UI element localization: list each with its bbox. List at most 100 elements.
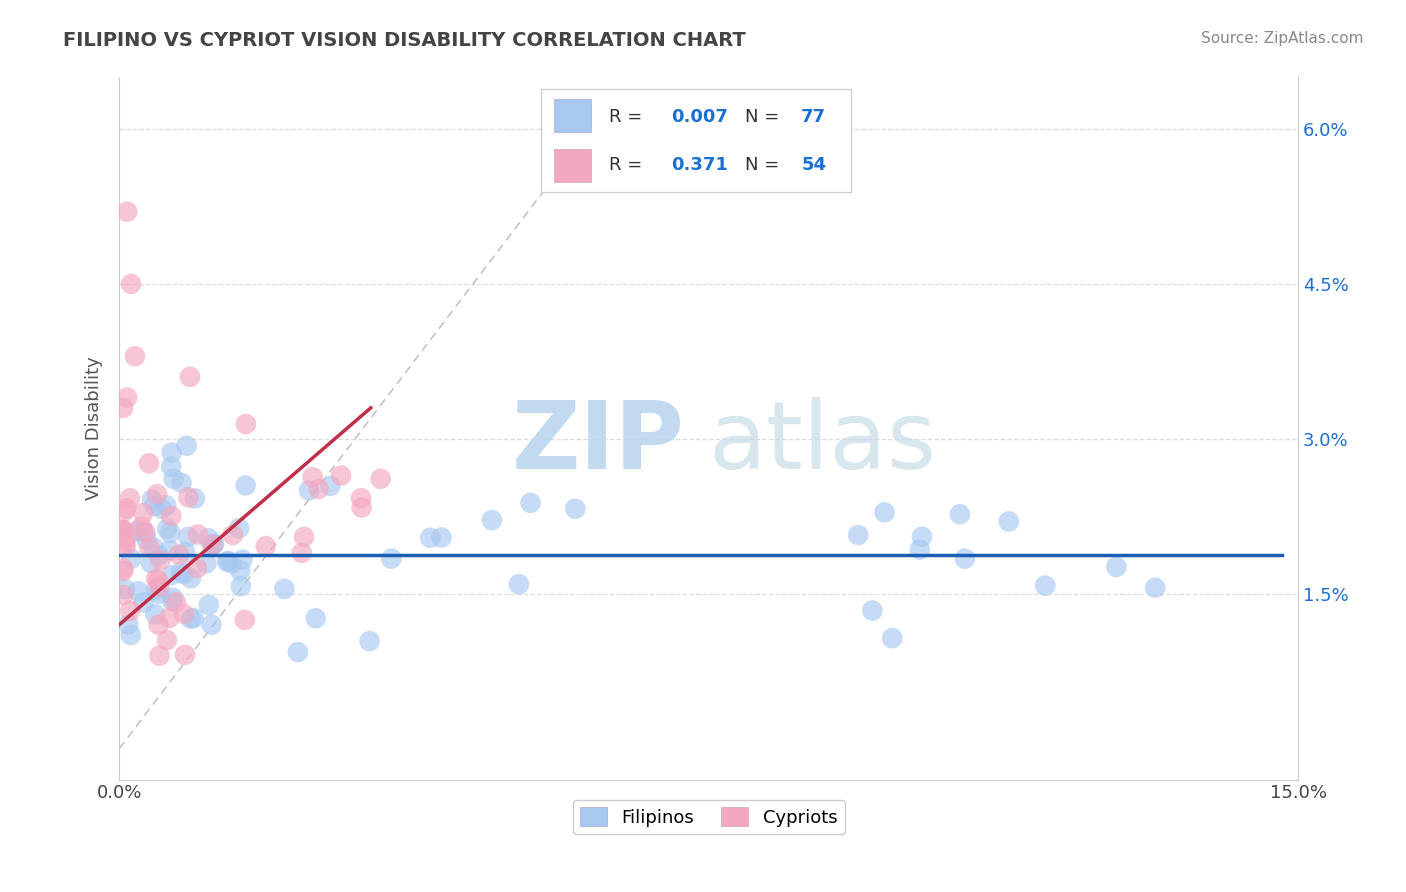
- Point: [222, 528, 245, 542]
- Point: [187, 527, 209, 541]
- Point: [350, 500, 373, 515]
- Point: [135, 533, 157, 547]
- Point: [177, 491, 200, 505]
- Point: [184, 491, 207, 506]
- Point: [200, 617, 222, 632]
- Point: [127, 584, 149, 599]
- Point: [143, 607, 166, 622]
- Point: [873, 505, 896, 519]
- Point: [911, 530, 934, 544]
- Point: [846, 528, 869, 542]
- Point: [134, 525, 156, 540]
- Point: [148, 617, 170, 632]
- Point: [1144, 581, 1167, 595]
- Point: [112, 401, 135, 415]
- Point: [159, 525, 181, 540]
- Point: [291, 546, 314, 560]
- Point: [114, 540, 136, 554]
- Point: [114, 536, 136, 550]
- Point: [1033, 579, 1056, 593]
- Point: [170, 475, 193, 490]
- Point: [145, 572, 167, 586]
- Text: N =: N =: [745, 156, 786, 174]
- Point: [127, 524, 149, 538]
- Point: [229, 579, 252, 593]
- Text: atlas: atlas: [709, 397, 936, 489]
- Point: [298, 483, 321, 498]
- Point: [120, 604, 142, 618]
- Text: R =: R =: [609, 108, 648, 126]
- Point: [235, 417, 257, 431]
- Point: [953, 551, 976, 566]
- Point: [159, 543, 181, 558]
- Point: [146, 487, 169, 501]
- Point: [132, 525, 155, 540]
- Point: [949, 507, 972, 521]
- Point: [481, 513, 503, 527]
- Point: [120, 551, 142, 566]
- Point: [229, 564, 252, 578]
- Point: [305, 611, 328, 625]
- Point: [112, 561, 135, 575]
- Point: [564, 501, 586, 516]
- Point: [156, 522, 179, 536]
- Point: [508, 577, 530, 591]
- Point: [359, 634, 381, 648]
- Point: [120, 277, 142, 291]
- Point: [148, 587, 170, 601]
- Point: [419, 531, 441, 545]
- Point: [148, 580, 170, 594]
- Point: [112, 504, 135, 518]
- Point: [292, 530, 315, 544]
- Text: FILIPINO VS CYPRIOT VISION DISABILITY CORRELATION CHART: FILIPINO VS CYPRIOT VISION DISABILITY CO…: [63, 31, 747, 50]
- Point: [118, 491, 141, 506]
- Point: [114, 582, 136, 596]
- Point: [195, 557, 218, 571]
- Text: 54: 54: [801, 156, 827, 174]
- Bar: [554, 99, 591, 132]
- Point: [120, 628, 142, 642]
- Text: R =: R =: [609, 156, 654, 174]
- Point: [160, 445, 183, 459]
- Point: [202, 537, 225, 551]
- Point: [180, 612, 202, 626]
- Y-axis label: Vision Disability: Vision Disability: [86, 357, 103, 500]
- Point: [160, 509, 183, 524]
- Point: [148, 648, 170, 663]
- Point: [112, 588, 135, 602]
- Point: [202, 537, 225, 551]
- Point: [170, 565, 193, 579]
- Point: [160, 459, 183, 474]
- Point: [167, 548, 190, 562]
- Point: [254, 539, 277, 553]
- Point: [165, 595, 187, 609]
- Text: ZIP: ZIP: [512, 397, 685, 489]
- Bar: [554, 149, 591, 181]
- Point: [138, 541, 160, 555]
- Point: [162, 591, 184, 605]
- Point: [519, 496, 541, 510]
- Point: [149, 553, 172, 567]
- Point: [117, 617, 139, 632]
- Text: 0.007: 0.007: [671, 108, 728, 126]
- Point: [882, 631, 904, 645]
- Point: [370, 472, 392, 486]
- Point: [114, 533, 136, 547]
- Point: [172, 567, 194, 582]
- Point: [231, 552, 253, 566]
- Point: [197, 531, 219, 545]
- Point: [180, 571, 202, 585]
- Point: [177, 530, 200, 544]
- Point: [228, 521, 250, 535]
- Point: [860, 603, 883, 617]
- Point: [176, 439, 198, 453]
- Point: [141, 492, 163, 507]
- Text: 77: 77: [801, 108, 827, 126]
- Point: [112, 523, 135, 537]
- Point: [201, 538, 224, 552]
- Point: [162, 594, 184, 608]
- Point: [115, 204, 138, 219]
- Point: [186, 561, 208, 575]
- Point: [148, 549, 170, 563]
- Point: [115, 501, 138, 516]
